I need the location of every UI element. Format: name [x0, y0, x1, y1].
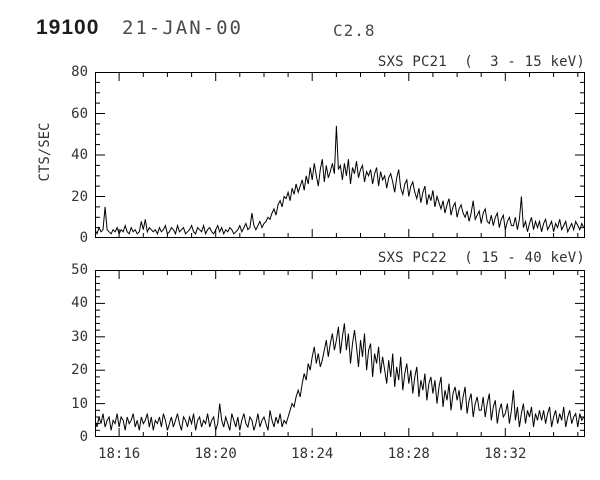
- y-tick-label: 10: [71, 395, 88, 412]
- y-tick-label: 40: [71, 295, 88, 312]
- pc21-light-curve-plot: [95, 72, 585, 238]
- plot-title-pc22: SXS PC22 ( 15 - 40 keV): [377, 250, 585, 266]
- light-curve-trace: [95, 323, 585, 431]
- y-tick-label: 0: [79, 230, 88, 246]
- plot-title-pc21: SXS PC21 ( 3 - 15 keV): [377, 54, 585, 70]
- y-tick-label: 50: [71, 262, 88, 278]
- flare-number: 19100: [36, 16, 100, 39]
- y-tick-label: 30: [71, 328, 88, 345]
- pc22-light-curve-plot: [95, 270, 585, 437]
- y-tick-label: 40: [71, 147, 88, 163]
- light-curve-trace: [95, 125, 585, 236]
- y-tick-label: 80: [71, 64, 88, 80]
- y-tick-label: 60: [71, 105, 88, 122]
- y-tick-label: 20: [71, 188, 88, 205]
- x-tick-label: 18:20: [194, 446, 237, 462]
- plot-border: [95, 72, 585, 238]
- observation-date: 21-JAN-00: [122, 17, 243, 39]
- y-tick-label: 0: [79, 429, 88, 445]
- y-tick-label: 20: [71, 362, 88, 379]
- x-tick-label: 18:24: [291, 446, 334, 462]
- x-tick-label: 18:32: [484, 446, 527, 462]
- goes-class: C2.8: [333, 21, 376, 40]
- x-tick-label: 18:16: [98, 446, 141, 462]
- plot-border: [95, 270, 585, 437]
- x-tick-label: 18:28: [387, 446, 430, 462]
